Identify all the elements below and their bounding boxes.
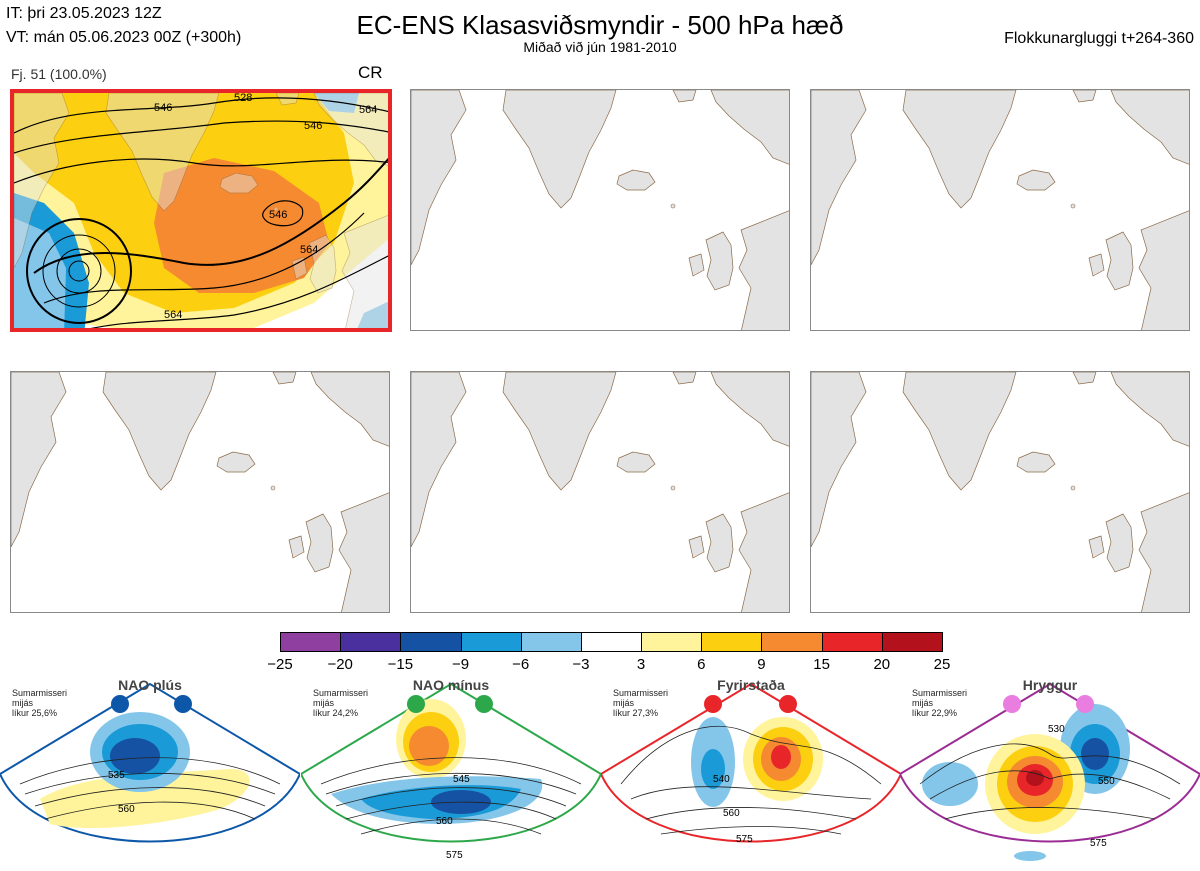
- colorbar-segment: [641, 632, 703, 652]
- anomaly-colorbar: [280, 632, 943, 652]
- contour-label: 546: [154, 102, 172, 114]
- map-background: [411, 90, 789, 330]
- contour-label: 564: [164, 309, 182, 321]
- map-background: [811, 372, 1189, 612]
- contour-label: 530: [1048, 724, 1065, 735]
- contour-label: 528: [234, 93, 252, 104]
- contour-label: 575: [736, 834, 753, 845]
- cluster-map-panel-2[interactable]: [410, 89, 790, 331]
- valid-time: VT: mán 05.06.2023 00Z (+300h): [6, 29, 242, 46]
- colorbar-segment: [881, 632, 943, 652]
- regime-probability: líkur 27,3%: [613, 708, 659, 718]
- regime-ridge[interactable]: 530 550 575 Hryggur Sumarmisseri mijás l…: [900, 674, 1200, 871]
- contour-label: 545: [453, 774, 470, 785]
- cluster-map-panel-4[interactable]: [10, 371, 390, 613]
- regime-nao-plus[interactable]: 535 560 NAO plús Sumarmisseri mijás líku…: [0, 674, 300, 871]
- cluster-map-panel-5[interactable]: [410, 371, 790, 613]
- colorbar-segment: [520, 632, 582, 652]
- colorbar-tick-label: 15: [813, 656, 830, 673]
- page-title: EC-ENS Klasasviðsmyndir - 500 hPa hæð: [356, 10, 844, 40]
- map-background: [811, 90, 1189, 330]
- regime-map: 540 560 575: [601, 682, 901, 845]
- colorbar-tick-label: 3: [636, 656, 646, 673]
- colorbar-segment: [280, 632, 342, 652]
- regime-title: NAO mínus: [412, 677, 490, 693]
- colorbar-segment: [761, 632, 823, 652]
- contour-label: 546: [269, 209, 287, 221]
- contour-label: 540: [713, 774, 730, 785]
- colorbar-tick-label: −9: [451, 656, 470, 673]
- regime-map: 545 560 575: [301, 682, 601, 861]
- colorbar-tick-label: −20: [327, 656, 353, 673]
- colorbar-tick-label: 9: [757, 656, 766, 673]
- regime-title: NAO plús: [118, 677, 182, 693]
- classification-window: Flokkunargluggi t+264-360: [1004, 30, 1194, 47]
- regime-mean: mijás: [12, 698, 34, 708]
- contour-label: 560: [436, 816, 453, 827]
- cluster-map-panel-6[interactable]: [810, 371, 1190, 613]
- regime-title: Hryggur: [1022, 677, 1078, 693]
- regime-probability: líkur 25,6%: [12, 708, 58, 718]
- contour-label: 575: [446, 850, 463, 861]
- contour-label: 535: [108, 770, 125, 781]
- contour-label: 550: [1098, 776, 1115, 787]
- colorbar-segment: [460, 632, 522, 652]
- colorbar-tick-label: 6: [697, 656, 706, 673]
- regime-info: Sumarmisseri mijás líkur 27,3%: [613, 688, 668, 718]
- init-time: IT: þri 23.05.2023 12Z: [6, 5, 162, 22]
- colorbar-tick-label: 25: [933, 656, 951, 673]
- cluster-map-panel-1[interactable]: 528 546 546 564 564 546 564: [10, 89, 392, 332]
- regime-probability: líkur 24,2%: [313, 708, 359, 718]
- contour-label: 546: [304, 120, 322, 132]
- regime-mean: mijás: [313, 698, 335, 708]
- regime-blocking[interactable]: 540 560 575 Fyrirstaða Sumarmisseri mijá…: [601, 674, 901, 871]
- regime-probability: líkur 22,9%: [912, 708, 958, 718]
- regime-season: Sumarmisseri: [912, 688, 968, 698]
- regime-code-label: CR: [358, 63, 383, 82]
- member-count-label: Fj. 51 (100.0%): [11, 66, 107, 82]
- contour-label: 575: [1090, 838, 1107, 849]
- regime-nao-minus[interactable]: 545 560 575 NAO mínus Sumarmisseri mijás…: [301, 674, 601, 871]
- regime-info: Sumarmisseri mijás líkur 25,6%: [12, 688, 67, 718]
- colorbar-segment: [400, 632, 462, 652]
- regime-mean: mijás: [912, 698, 934, 708]
- regime-info: Sumarmisseri mijás líkur 22,9%: [912, 688, 967, 718]
- colorbar-segment: [701, 632, 763, 652]
- colorbar-tick-label: −25: [267, 656, 293, 673]
- cluster-map-chart: 528 546 546 564 564 546 564: [14, 93, 388, 328]
- regime-map: 530 550 575: [900, 682, 1200, 861]
- regime-info: Sumarmisseri mijás líkur 24,2%: [313, 688, 368, 718]
- cluster-map-panel-3[interactable]: [810, 89, 1190, 331]
- colorbar-tick-label: −3: [572, 656, 590, 673]
- regime-mean: mijás: [613, 698, 635, 708]
- colorbar-tick-label: −15: [387, 656, 414, 673]
- page-subtitle: Miðað við jún 1981-2010: [523, 39, 677, 55]
- colorbar-segment: [340, 632, 402, 652]
- regime-season: Sumarmisseri: [12, 688, 68, 698]
- contour-label: 564: [300, 244, 318, 256]
- regime-season: Sumarmisseri: [613, 688, 669, 698]
- colorbar-tick-label: −6: [512, 656, 530, 673]
- contour-label: 564: [359, 104, 377, 116]
- colorbar-segment: [821, 632, 883, 652]
- map-background: [11, 372, 389, 612]
- contour-label: 560: [118, 804, 135, 815]
- regime-map: 535 560: [0, 682, 300, 843]
- map-background: [411, 372, 789, 612]
- colorbar-tick-label: 20: [873, 656, 891, 673]
- regime-title: Fyrirstaða: [717, 677, 785, 693]
- contour-label: 560: [723, 808, 740, 819]
- colorbar-segment: [580, 632, 643, 652]
- regime-season: Sumarmisseri: [313, 688, 369, 698]
